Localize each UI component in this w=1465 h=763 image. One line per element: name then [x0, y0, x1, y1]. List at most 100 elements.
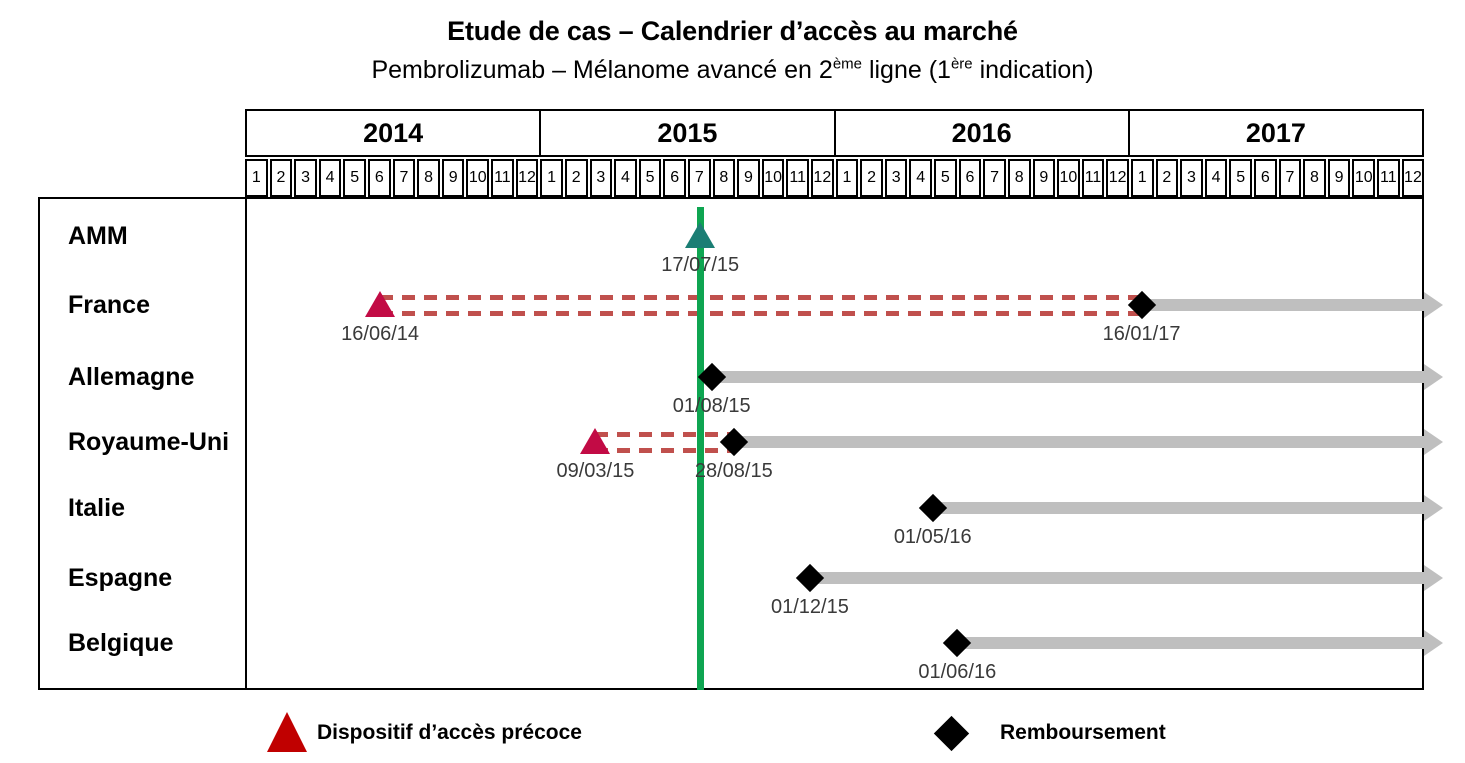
month-label: 3 [294, 159, 317, 197]
month-label: 10 [1057, 159, 1080, 197]
month-label: 11 [786, 159, 810, 197]
month-label: 10 [466, 159, 490, 197]
legend-label-early-access: Dispositif d’accès précoce [317, 721, 582, 744]
subtitle-text-mid: ligne (1 [862, 56, 951, 84]
availability-arrow-head [1424, 495, 1443, 521]
early-access-marker [365, 291, 396, 317]
month-label: 8 [417, 159, 440, 197]
month-label: 5 [1229, 159, 1252, 197]
subtitle-text-post: indication) [972, 56, 1094, 84]
reimbursement-date-label: 01/05/16 [893, 526, 972, 548]
row-label-italie: Italie [68, 494, 125, 522]
month-label: 2 [269, 159, 293, 197]
month-label: 1 [245, 159, 268, 197]
availability-arrow-head [1424, 429, 1443, 455]
availability-bar [932, 502, 1424, 514]
availability-arrow-head [1424, 565, 1443, 591]
reimbursement-date-label: 01/08/15 [672, 395, 751, 417]
month-label: 3 [589, 159, 613, 197]
availability-arrow-head [1424, 364, 1443, 390]
subtitle-superscript-1: ème [832, 55, 862, 73]
early-access-dash-bottom [380, 311, 1142, 316]
early-access-dash-top [380, 295, 1142, 300]
month-label: 5 [638, 159, 662, 197]
row-label-belgique: Belgique [68, 629, 174, 657]
early-access-date-label: 09/03/15 [556, 460, 635, 482]
month-label: 1 [1130, 159, 1154, 197]
month-label: 6 [958, 159, 982, 197]
year-header-row: 2014 2015 2016 2017 [245, 109, 1424, 157]
availability-arrow-head [1424, 292, 1443, 318]
month-label: 4 [614, 159, 637, 197]
subtitle-text-pre: Pembrolizumab – Mélanome avancé en 2 [371, 56, 833, 84]
month-label: 7 [1278, 159, 1302, 197]
month-label: 11 [491, 159, 514, 197]
row-label-espagne: Espagne [68, 564, 173, 592]
month-label: 5 [934, 159, 957, 197]
month-label: 2 [564, 159, 588, 197]
chart-subtitle: Pembrolizumab – Mélanome avancé en 2ème … [0, 56, 1465, 85]
reimbursement-date-label: 01/06/16 [918, 661, 997, 683]
year-label: 2016 [833, 109, 1130, 157]
early-access-dash-bottom [595, 448, 734, 453]
year-label: 2015 [539, 109, 836, 157]
month-label: 12 [1106, 159, 1129, 197]
amm-date-line [696, 207, 704, 690]
month-label: 3 [1180, 159, 1203, 197]
early-access-dash-top [595, 432, 734, 437]
month-label: 8 [1007, 159, 1031, 197]
month-label: 7 [392, 159, 416, 197]
early-access-marker [580, 428, 611, 454]
month-label: 1 [540, 159, 563, 197]
month-label: 4 [1204, 159, 1228, 197]
month-label: 6 [368, 159, 391, 197]
month-header-row: 1 2 3 4 5 6 7 8 9 10 11 12 1 2 3 4 5 6 7 8 9 10 11 12 1 2 3 4 5 6 7 8 9 1… [245, 159, 1425, 197]
reimbursement-date-label: 28/08/15 [694, 460, 773, 482]
month-label: 11 [1081, 159, 1105, 197]
month-label: 1 [835, 159, 859, 197]
month-label: 10 [1352, 159, 1376, 197]
month-label: 9 [737, 159, 760, 197]
row-label-royaume-uni: Royaume-Uni [68, 428, 230, 456]
subtitle-superscript-2: ère [950, 55, 973, 73]
month-label: 8 [712, 159, 736, 197]
legend-label-reimbursement: Remboursement [1000, 721, 1166, 744]
month-label: 2 [860, 159, 883, 197]
month-label: 12 [1401, 159, 1425, 197]
availability-bar [733, 436, 1424, 448]
availability-bar [957, 637, 1424, 649]
chart-title: Etude de cas – Calendrier d’accès au mar… [447, 16, 1018, 46]
month-label: 12 [811, 159, 834, 197]
reimbursement-date-label: 16/01/17 [1102, 323, 1181, 345]
amm-date-label: 17/07/15 [661, 254, 740, 276]
month-label: 12 [515, 159, 539, 197]
month-label: 6 [663, 159, 686, 197]
month-label: 3 [884, 159, 908, 197]
year-label: 2014 [245, 109, 542, 157]
month-label: 10 [761, 159, 785, 197]
month-label: 7 [983, 159, 1006, 197]
month-label: 9 [441, 159, 465, 197]
month-label: 4 [318, 159, 342, 197]
row-label-france: France [68, 291, 150, 319]
month-label: 2 [1155, 159, 1179, 197]
reimbursement-date-label: 01/12/15 [771, 596, 849, 618]
amm-approval-marker [685, 222, 716, 248]
availability-bar [809, 572, 1424, 584]
month-label: 7 [687, 159, 711, 197]
early-access-date-label: 16/06/14 [341, 323, 420, 345]
month-label: 9 [1032, 159, 1056, 197]
month-label: 5 [343, 159, 367, 197]
month-label: 11 [1377, 159, 1400, 197]
month-label: 4 [909, 159, 933, 197]
month-label: 9 [1327, 159, 1351, 197]
month-label: 8 [1303, 159, 1326, 197]
row-label-allemagne: Allemagne [68, 363, 195, 391]
row-label-column [38, 197, 247, 690]
year-label: 2017 [1127, 109, 1424, 157]
availability-bar [711, 371, 1424, 383]
row-label-amm: AMM [68, 222, 128, 250]
availability-arrow-head [1424, 630, 1443, 656]
reimbursement-diamond-icon [933, 715, 970, 752]
